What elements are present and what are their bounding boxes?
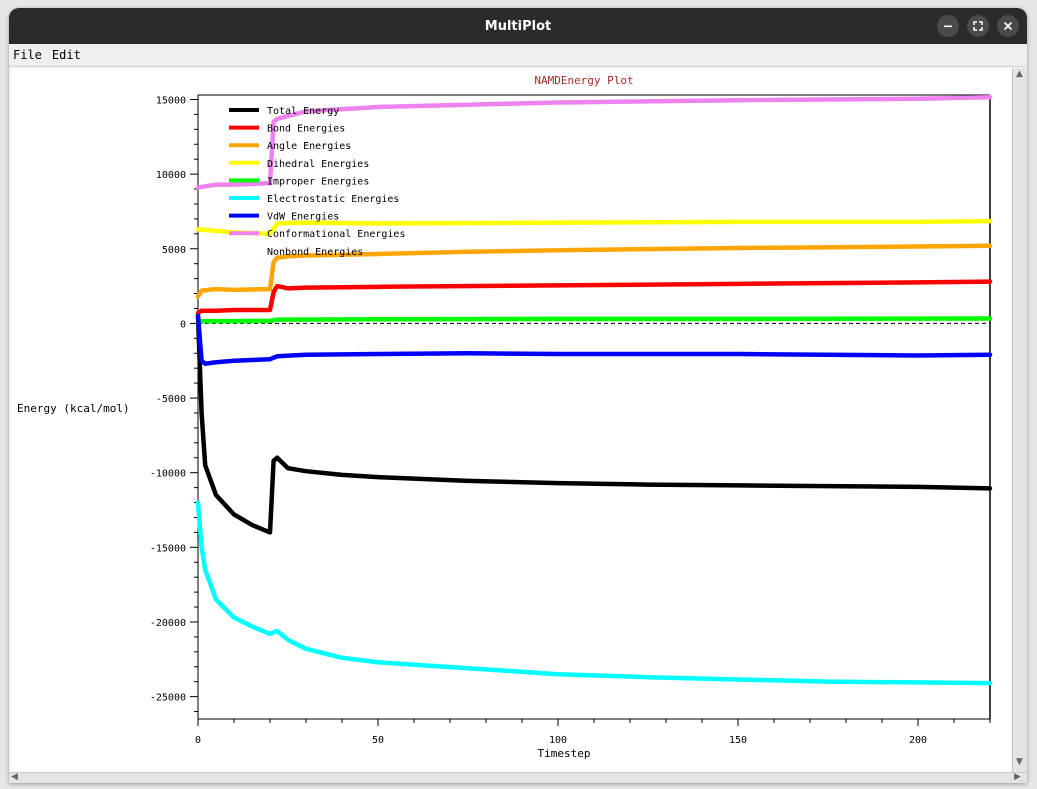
maximize-button[interactable] <box>967 15 989 37</box>
legend-label: Total Energy <box>267 106 339 117</box>
close-button[interactable] <box>997 15 1019 37</box>
menu-file[interactable]: File <box>13 48 42 62</box>
series-line-2 <box>195 243 993 299</box>
maximize-icon <box>973 21 983 31</box>
series-line-3 <box>195 218 993 237</box>
minimize-button[interactable] <box>937 15 959 37</box>
window-title: MultiPlot <box>484 18 552 34</box>
x-tick-label: 100 <box>549 735 567 746</box>
x-tick-label: 0 <box>195 735 201 746</box>
legend-label: Nonbond Energies <box>267 247 363 258</box>
vertical-scrollbar[interactable]: ▲ ▼ <box>1012 68 1027 772</box>
plot-canvas[interactable]: NAMDEnergy Plot 15000 10000 5000 0 -5000 -1000… <box>11 68 1011 772</box>
scroll-down-icon[interactable]: ▼ <box>1016 757 1023 767</box>
legend-label: Bond Energies <box>267 124 345 135</box>
legend-label: Conformational Energies <box>267 229 405 240</box>
y-tick-label: 5000 <box>162 245 186 256</box>
y-tick-label: -25000 <box>150 693 186 704</box>
x-tick-label: 200 <box>909 735 927 746</box>
series-line-6 <box>195 313 993 366</box>
legend-label: Improper Energies <box>267 176 369 187</box>
legend-label: Electrostatic Energies <box>267 194 399 205</box>
y-tick-label: 10000 <box>156 170 186 181</box>
y-axis-label: Energy (kcal/mol) <box>17 402 130 415</box>
y-tick-label: 0 <box>180 319 186 330</box>
scroll-left-icon[interactable]: ◀ <box>11 772 18 782</box>
y-tick-label: -10000 <box>150 469 186 480</box>
series-line-5 <box>195 500 993 686</box>
menu-edit[interactable]: Edit <box>51 48 81 62</box>
multiplot-window: MultiPlot File Edit NAMDEnergy Plot 15000… <box>9 8 1027 783</box>
series-line-7 <box>195 94 993 190</box>
title-bar[interactable]: MultiPlot <box>9 8 1027 44</box>
x-tick-label: 150 <box>729 735 747 746</box>
energy-chart: NAMDEnergy Plot 15000 10000 5000 0 -5000 -1000… <box>17 74 993 760</box>
y-tick-label: -15000 <box>150 543 186 554</box>
series-line-1 <box>195 279 993 316</box>
legend-label: Dihedral Energies <box>267 159 369 170</box>
legend-label: Angle Energies <box>267 141 351 152</box>
horizontal-scrollbar[interactable]: ◀ ▶ <box>9 772 1027 783</box>
close-icon <box>1003 21 1013 31</box>
y-tick-label: 15000 <box>156 95 186 106</box>
chart-title: NAMDEnergy Plot <box>534 74 633 87</box>
series-line-4 <box>195 316 993 324</box>
scroll-up-icon[interactable]: ▲ <box>1016 69 1023 79</box>
series-line-0 <box>195 313 993 535</box>
legend-label: VdW Energies <box>267 212 339 223</box>
y-tick-label: -20000 <box>150 618 186 629</box>
y-tick-label: -5000 <box>156 394 186 405</box>
scroll-right-icon[interactable]: ▶ <box>1014 772 1021 782</box>
menu-bar: File Edit <box>9 44 1027 67</box>
x-tick-label: 50 <box>372 735 384 746</box>
minus-icon <box>944 25 952 28</box>
x-axis-label: Timestep <box>538 747 591 760</box>
